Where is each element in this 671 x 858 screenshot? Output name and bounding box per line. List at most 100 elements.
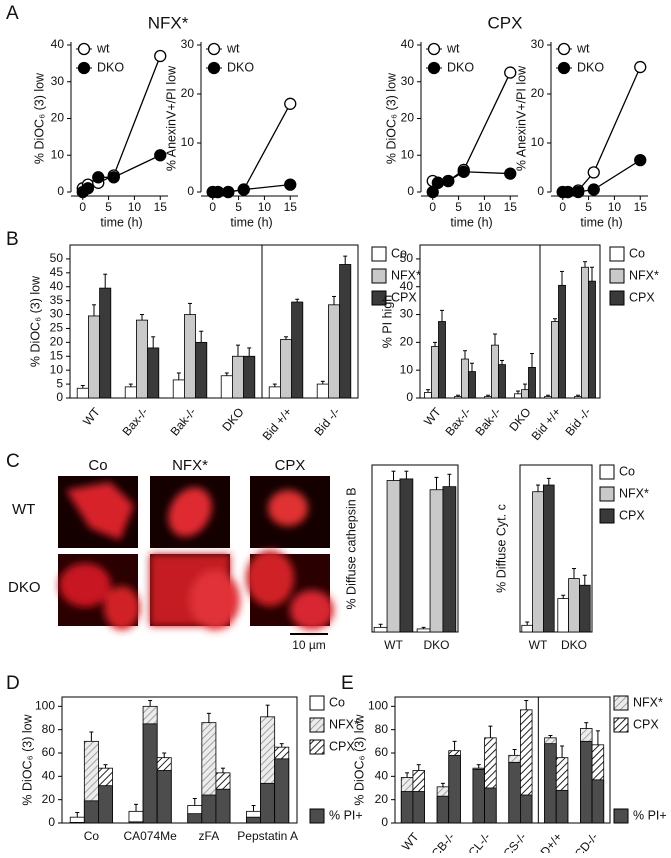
legend-marker [427, 42, 441, 56]
bar [514, 393, 522, 399]
legend-marker [77, 42, 91, 56]
data-point [504, 167, 517, 180]
data-point [211, 185, 225, 199]
legend-swatch [599, 486, 615, 502]
y-tick-label: 60 [375, 745, 389, 759]
legend-label: Co [619, 464, 635, 478]
x-axis-label: time (h) [100, 215, 142, 229]
legend-marker [77, 61, 91, 75]
inner-bar [83, 800, 99, 824]
x-axis-label: time (h) [580, 215, 622, 229]
y-axis-label: % Diffuse Cyt. c [494, 504, 508, 593]
inner-bar [128, 821, 144, 824]
plot-frame [394, 696, 611, 824]
group-title: NFX* [148, 13, 189, 32]
data-point [92, 171, 105, 184]
bar [195, 341, 208, 399]
bar [454, 396, 462, 399]
bar [124, 386, 137, 399]
y-tick-label: 35 [50, 293, 64, 307]
x-tick-label: 5 [585, 200, 592, 214]
y-tick-label: 10 [51, 147, 65, 161]
y-tick-label: 40 [401, 37, 415, 51]
y-axis-label: % DiOC₆ (3) low [28, 275, 42, 367]
y-tick-label: 30 [401, 74, 415, 88]
y-tick-label: 20 [400, 335, 414, 349]
data-point [107, 171, 120, 184]
y-tick-label: 40 [50, 279, 64, 293]
legend-label: DKO [447, 60, 474, 74]
y-axis-label: % DiOC₆ (3) low [384, 72, 398, 164]
legend-label: wt [446, 41, 460, 55]
y-tick-label: 10 [531, 135, 545, 149]
x-tick-label: 10 [608, 200, 622, 214]
x-tick-label: Co [84, 829, 100, 843]
legend-label: CPX [619, 508, 645, 522]
legend-label: % PI+ [633, 808, 667, 822]
x-tick-label: WT [80, 404, 103, 428]
legend-label: wt [576, 41, 590, 55]
y-tick-label: 40 [400, 279, 414, 293]
bar [581, 266, 589, 399]
inner-bar [448, 754, 461, 824]
bar [551, 321, 559, 399]
y-axis-label: % DiOC₆ (3) low [20, 713, 34, 805]
row-label: WT [12, 501, 35, 518]
x-axis-label: time (h) [230, 215, 272, 229]
legend-marker [207, 61, 221, 75]
x-tick-label: 0 [209, 200, 216, 214]
legend-label: Co [391, 246, 407, 260]
panel-letter: C [6, 451, 20, 472]
data-point [442, 174, 455, 188]
y-tick-label: 10 [181, 135, 195, 149]
legend-label: CPX [329, 739, 355, 753]
bar [416, 628, 431, 633]
data-point [634, 153, 647, 167]
y-tick-label: 45 [50, 265, 64, 279]
legend-swatch [371, 290, 387, 306]
y-tick-label: 30 [181, 37, 195, 51]
y-tick-label: 50 [400, 251, 414, 265]
legend-swatch [309, 808, 325, 824]
bar [373, 626, 388, 633]
inner-bar [472, 768, 485, 824]
x-tick-label: WT [529, 638, 548, 652]
y-tick-label: 20 [51, 111, 65, 125]
micrographs: Co NFX* CPX WT DKO 10 µm [8, 457, 334, 652]
y-tick-label: 10 [50, 362, 64, 376]
bar [172, 379, 185, 399]
legend-label: DKO [97, 60, 124, 74]
y-tick-label: 0 [406, 390, 413, 404]
legend-swatch [309, 739, 325, 755]
inner-bar [260, 782, 276, 824]
legend-label: % PI+ [329, 808, 363, 822]
legend-swatch [613, 695, 629, 711]
bar [498, 364, 506, 399]
legend-label: NFX* [629, 268, 659, 282]
x-tick-label: Bid -/- [311, 405, 342, 439]
x-tick-label: CA074Me [123, 829, 177, 843]
y-tick-label: 0 [48, 815, 55, 829]
bar [327, 304, 340, 399]
bar [386, 480, 401, 633]
y-tick-label: 10 [401, 147, 415, 161]
bar [461, 358, 469, 399]
bar [442, 486, 457, 633]
x-tick-label: 0 [559, 200, 566, 214]
y-tick-label: 30 [50, 307, 64, 321]
y-tick-label: 0 [381, 815, 388, 829]
y-tick-label: 80 [42, 722, 56, 736]
bar [279, 339, 292, 399]
x-tick-label: WT [384, 638, 403, 652]
bar [544, 396, 552, 399]
y-tick-label: 40 [51, 37, 65, 51]
y-tick-label: 15 [50, 348, 64, 362]
y-tick-label: 20 [181, 86, 195, 100]
plot-frame [519, 464, 593, 633]
bar [521, 389, 529, 399]
panel-letter: D [6, 673, 20, 694]
x-tick-label: DKO [506, 405, 533, 434]
inner-bar [555, 789, 569, 824]
row-label: DKO [8, 579, 41, 596]
